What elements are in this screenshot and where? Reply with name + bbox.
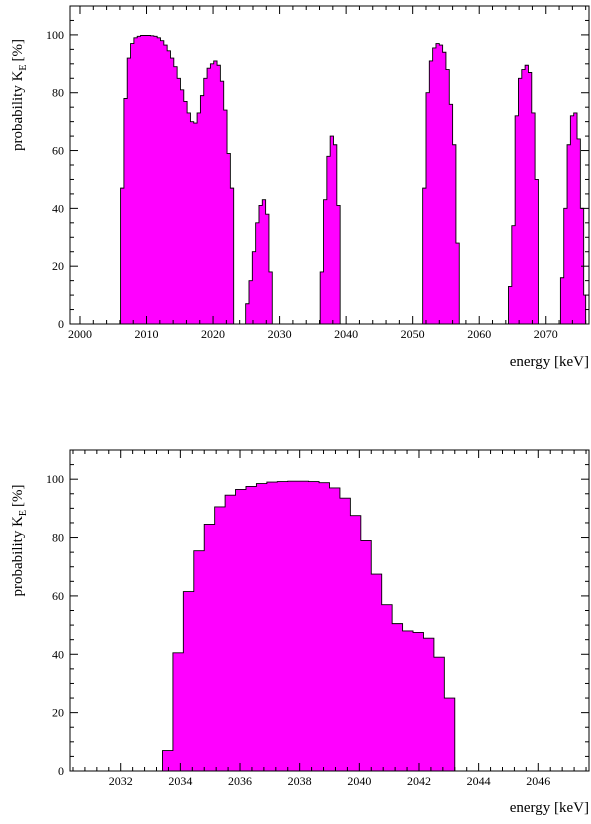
x-tick-label: 2034	[168, 774, 192, 788]
y-tick-label: 60	[52, 144, 64, 158]
y-axis-label-subscript: E	[18, 510, 29, 516]
x-tick-label: 2020	[201, 327, 225, 341]
data-region	[245, 199, 273, 325]
y-axis-label-main: probability K	[10, 516, 26, 597]
y-tick-label: 80	[52, 86, 64, 100]
y-tick-label: 80	[52, 531, 64, 545]
y-tick-label: 0	[58, 764, 64, 778]
x-tick-label: 2060	[467, 327, 491, 341]
y-axis-label-main: probability K	[10, 70, 26, 151]
x-tick-label: 2042	[407, 774, 431, 788]
y-tick-label: 40	[52, 647, 64, 661]
x-tick-label: 2038	[288, 774, 312, 788]
chart-panel-2: 2032 2034 2036 2038 2040 2042 2044 204602040608…	[10, 449, 590, 816]
data-region	[508, 64, 539, 325]
y-tick-label: 100	[46, 28, 64, 42]
y-axis-label-unit: [%]	[10, 484, 26, 507]
y-tick-label: 20	[52, 706, 64, 720]
y-tick-label: 100	[46, 472, 64, 486]
x-tick-label: 2046	[526, 774, 550, 788]
x-tick-label: 2050	[401, 327, 425, 341]
y-tick-label: 0	[58, 317, 64, 331]
x-tick-label: 2070	[534, 327, 558, 341]
y-axis-label-subscript: E	[18, 64, 29, 70]
x-tick-label: 2030	[268, 327, 292, 341]
data-region	[319, 135, 341, 325]
x-tick-label: 2040	[347, 774, 371, 788]
y-tick-label: 40	[52, 201, 64, 215]
data-region	[422, 43, 460, 325]
x-tick-label: 2010	[135, 327, 159, 341]
data-region	[120, 35, 235, 325]
y-axis-label: probability KE [%]	[10, 484, 29, 596]
x-tick-label: 2040	[334, 327, 358, 341]
y-tick-label: 60	[52, 589, 64, 603]
x-axis-label: energy [keV]	[510, 354, 589, 370]
y-axis-label-unit: [%]	[10, 39, 26, 62]
x-axis-label: energy [keV]	[510, 800, 589, 816]
x-tick-label: 2000	[68, 327, 92, 341]
x-tick-label: 2044	[467, 774, 491, 788]
y-tick-label: 20	[52, 259, 64, 273]
x-tick-label: 2036	[228, 774, 252, 788]
data-region	[162, 480, 456, 772]
x-tick-label: 2032	[109, 774, 133, 788]
chart-panel-1: 2000 2010 2020 2030 2040 2050 2060 207002040608…	[10, 5, 590, 370]
data-region	[559, 112, 587, 325]
y-axis-label: probability KE [%]	[10, 39, 29, 151]
